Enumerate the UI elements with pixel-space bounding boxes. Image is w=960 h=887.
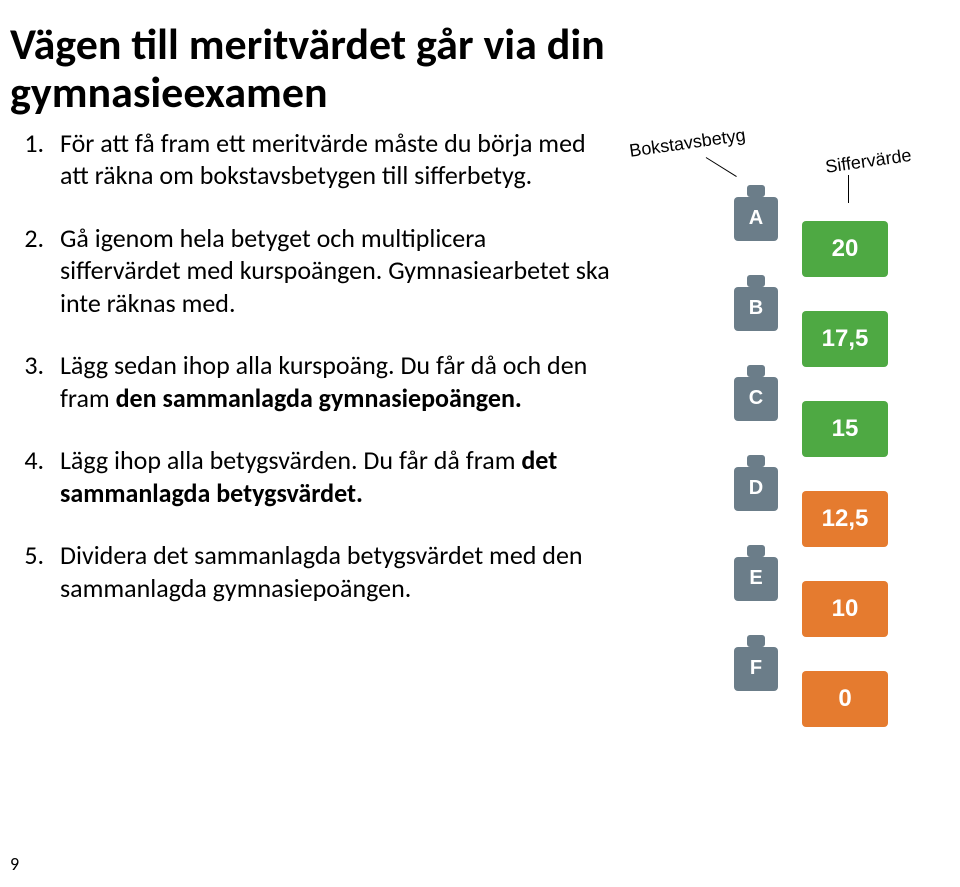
grade-value-box: 10 — [802, 581, 888, 637]
grade-letter-box: B — [734, 287, 778, 331]
leader-line-left — [706, 157, 737, 177]
grade-handle — [747, 365, 765, 377]
steps-list: För att få fram ett meritvärde måste du … — [10, 127, 610, 605]
page: Vägen till meritvärdet går via din gymna… — [0, 0, 960, 887]
grade-value-box: 0 — [802, 671, 888, 727]
axis-label-right: Siffervärde — [824, 145, 913, 178]
grade-letter-box: E — [734, 557, 778, 601]
step-item: Lägg sedan ihop alla kurspoäng. Du får d… — [50, 349, 610, 414]
grade-letter-box: A — [734, 197, 778, 241]
page-title: Vägen till meritvärdet går via din gymna… — [10, 20, 930, 117]
grade-handle — [747, 455, 765, 467]
grade-letter-box: C — [734, 377, 778, 421]
grade-handle — [747, 635, 765, 647]
grade-value-box: 20 — [802, 221, 888, 277]
step-item: Lägg ihop alla betygsvärden. Du får då f… — [50, 444, 610, 509]
content-row: För att få fram ett meritvärde måste du … — [10, 127, 930, 727]
grade-handle — [747, 185, 765, 197]
grade-value-box: 17,5 — [802, 311, 888, 367]
page-number: 9 — [10, 853, 19, 875]
step-item: Gå igenom hela betyget och multiplicera … — [50, 222, 610, 320]
grade-letter-box: F — [734, 647, 778, 691]
grade-letter-box: D — [734, 467, 778, 511]
leader-line-right — [848, 175, 849, 203]
grade-value-box: 15 — [802, 401, 888, 457]
step-item: För att få fram ett meritvärde måste du … — [50, 127, 610, 192]
grade-value-box: 12,5 — [802, 491, 888, 547]
grade-chart: Bokstavsbetyg Siffervärde A20B17,5C15D12… — [634, 127, 924, 727]
grade-handle — [747, 275, 765, 287]
axis-label-left: Bokstavsbetyg — [628, 124, 747, 161]
grade-handle — [747, 545, 765, 557]
steps-column: För att få fram ett meritvärde måste du … — [10, 127, 610, 635]
step-item: Dividera det sammanlagda betygsvärdet me… — [50, 539, 610, 604]
